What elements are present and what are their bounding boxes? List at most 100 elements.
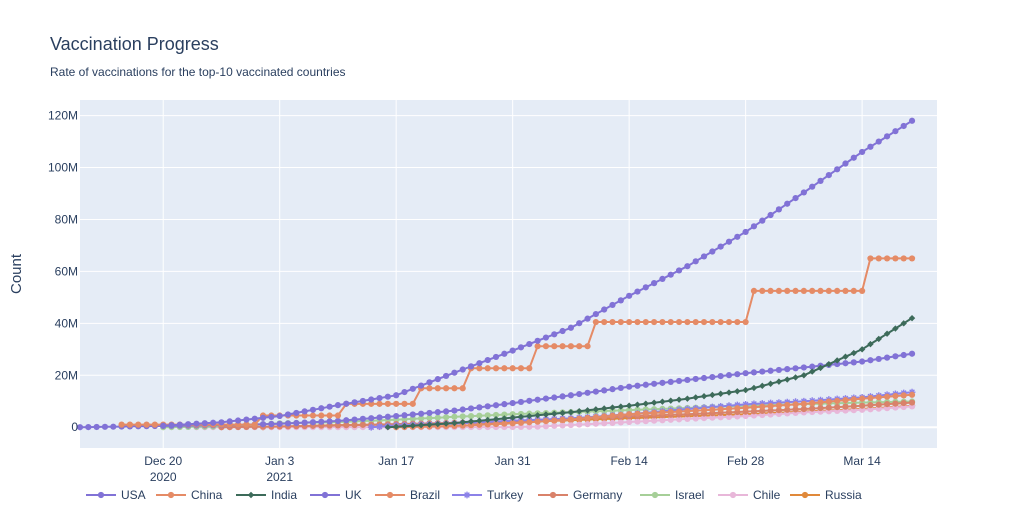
data-point-uk-78 <box>725 372 733 379</box>
data-point-germany-81 <box>892 400 899 407</box>
data-point-brazil-44 <box>759 403 766 410</box>
data-point-brazil-12 <box>492 420 500 428</box>
data-point-uk-24 <box>276 420 283 427</box>
data-point-usa-69 <box>734 233 741 240</box>
legend-swatch-marker-israel <box>651 491 659 499</box>
data-point-china-86 <box>834 287 841 294</box>
data-point-china-16 <box>251 421 258 428</box>
data-point-uk-63 <box>601 387 608 394</box>
data-point-china-53 <box>559 343 566 350</box>
data-point-china-61 <box>626 318 633 326</box>
data-point-uk-66 <box>626 383 633 390</box>
data-point-china-63 <box>642 318 649 326</box>
data-point-usa-84 <box>859 148 866 156</box>
series-brazil <box>393 391 916 431</box>
data-point-germany-76 <box>850 403 857 410</box>
data-point-india-3 <box>409 422 417 429</box>
data-point-china-64 <box>651 318 658 326</box>
data-point-uk-23 <box>268 420 275 428</box>
data-point-usa-15 <box>284 411 292 418</box>
data-point-brazil-37 <box>700 407 708 414</box>
data-point-brazil-56 <box>859 395 866 402</box>
data-point-usa-44 <box>526 340 533 348</box>
data-point-usa-88 <box>892 128 899 135</box>
y-tick-label-3: 60M <box>55 264 78 278</box>
data-point-usa-65 <box>700 253 708 260</box>
data-point-usa-64 <box>692 258 699 265</box>
data-point-uk-49 <box>484 403 491 410</box>
data-point-usa-74 <box>775 206 783 213</box>
legend-item-brazil[interactable]: Brazil <box>375 488 440 502</box>
data-point-india-36 <box>684 395 691 402</box>
series-line-india <box>387 317 913 429</box>
legend-swatch-marker-brazil <box>386 491 394 499</box>
data-point-india-12 <box>484 416 491 424</box>
data-point-uk-22 <box>259 421 267 428</box>
data-point-brazil-50 <box>809 400 816 407</box>
data-point-chile-44 <box>559 422 566 429</box>
data-point-chile-46 <box>576 421 583 428</box>
data-point-india-59 <box>875 335 882 343</box>
data-point-turkey-45 <box>742 400 750 408</box>
data-point-india-6 <box>434 420 441 428</box>
data-point-brazil-43 <box>750 404 758 411</box>
data-point-germany-66 <box>767 407 774 414</box>
data-point-brazil-61 <box>900 392 907 399</box>
data-point-uk-36 <box>376 414 383 421</box>
data-point-china-23 <box>309 412 317 419</box>
data-point-india-58 <box>867 340 874 348</box>
data-point-chile-45 <box>567 421 575 429</box>
data-point-usa-70 <box>742 228 749 236</box>
data-point-usa-35 <box>451 369 458 376</box>
data-point-uk-68 <box>642 381 649 388</box>
grid-lines <box>80 100 937 448</box>
data-point-israel-36 <box>459 413 466 420</box>
data-point-uk-1 <box>85 423 92 431</box>
legend-item-russia[interactable]: Russia <box>790 488 862 502</box>
data-point-usa-17 <box>301 408 308 415</box>
data-point-turkey-44 <box>733 401 741 409</box>
data-point-israel-35 <box>451 413 458 420</box>
legend-item-israel[interactable]: Israel <box>640 488 704 502</box>
data-point-brazil-55 <box>850 396 857 403</box>
data-point-china-39 <box>442 385 450 392</box>
data-point-chile-63 <box>717 414 724 421</box>
chart-title: Vaccination Progress <box>50 34 219 54</box>
data-point-india-57 <box>858 346 866 353</box>
data-point-usa-5 <box>201 420 208 427</box>
data-point-india-34 <box>667 397 674 404</box>
data-point-brazil-42 <box>742 404 749 411</box>
data-point-brazil-45 <box>767 402 774 410</box>
data-point-india-14 <box>501 415 508 422</box>
legend-item-chile[interactable]: Chile <box>718 488 781 502</box>
data-point-india-9 <box>459 419 466 426</box>
data-point-india-21 <box>559 409 566 417</box>
data-point-usa-47 <box>551 331 558 338</box>
data-point-uk-57 <box>551 394 558 401</box>
data-point-china-90 <box>867 255 874 262</box>
legend-item-usa[interactable]: USA <box>86 488 146 502</box>
data-point-uk-71 <box>667 378 674 385</box>
data-point-brazil-36 <box>692 407 699 414</box>
legend-item-germany[interactable]: Germany <box>538 488 622 502</box>
data-point-israel-30 <box>409 415 416 422</box>
legend-item-india[interactable]: India <box>236 488 297 502</box>
legend-item-uk[interactable]: UK <box>310 488 362 502</box>
data-point-uk-54 <box>526 397 533 404</box>
legend[interactable]: USA China India UK Brazil Turkey Germany Israel… <box>86 488 862 502</box>
data-point-china-79 <box>775 287 783 294</box>
data-point-brazil-11 <box>484 421 491 428</box>
data-point-uk-2 <box>93 423 100 431</box>
data-point-brazil-22 <box>576 415 583 422</box>
data-point-india-44 <box>750 384 758 392</box>
legend-item-turkey[interactable]: Turkey <box>452 488 523 502</box>
data-point-india-46 <box>767 380 774 387</box>
data-point-brazil-62 <box>908 391 916 398</box>
data-point-usa-8 <box>226 418 233 425</box>
x-tick-label-1: Jan 3 <box>265 454 295 468</box>
data-point-india-54 <box>833 357 841 364</box>
data-point-usa-80 <box>825 171 832 179</box>
data-point-china-89 <box>859 287 866 294</box>
data-point-usa-50 <box>576 320 583 327</box>
legend-item-china[interactable]: China <box>156 488 223 502</box>
